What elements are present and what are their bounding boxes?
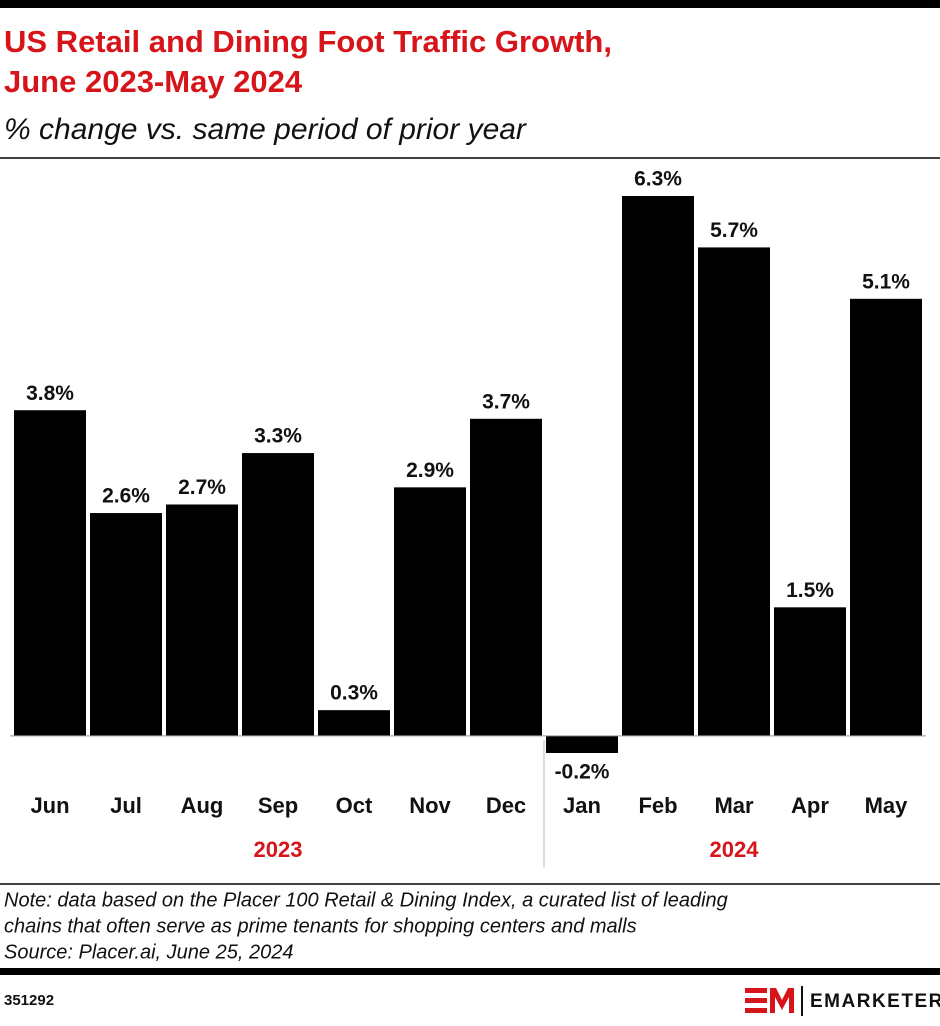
chart-id: 351292 [4, 992, 54, 1009]
note: chains that often serve as prime tenants… [4, 915, 637, 937]
bar [394, 487, 466, 736]
bar [470, 418, 542, 736]
x-tick-label: Sep [258, 793, 298, 818]
bar [90, 513, 162, 736]
data-label: 6.3% [634, 168, 682, 191]
data-label: 3.3% [254, 425, 302, 448]
note: Note: data based on the Placer 100 Retai… [4, 889, 728, 911]
data-label: 5.7% [710, 219, 758, 242]
x-tick-label: Oct [336, 793, 373, 818]
x-tick-label: Jul [110, 793, 142, 818]
logo-divider [801, 986, 803, 1016]
x-tick-label: Apr [791, 793, 829, 818]
x-tick-label: Dec [486, 793, 526, 818]
x-tick-label: Mar [714, 793, 754, 818]
bar [850, 298, 922, 736]
x-tick-label: Nov [409, 793, 451, 818]
x-tick-label: Feb [638, 793, 677, 818]
data-label: 2.9% [406, 459, 454, 482]
bar [622, 196, 694, 736]
chart-title: June 2023-May 2024 [4, 64, 303, 99]
bar [166, 504, 238, 736]
x-tick-label: Jan [563, 793, 601, 818]
group-label: 2023 [254, 837, 303, 862]
x-tick-label: May [865, 793, 909, 818]
data-label: 5.1% [862, 270, 910, 293]
data-label: 2.6% [102, 485, 150, 508]
bar [698, 247, 770, 736]
data-label: -0.2% [555, 761, 610, 784]
data-label: 3.7% [482, 390, 530, 413]
data-label: 2.7% [178, 476, 226, 499]
bar [242, 453, 314, 736]
data-label: 0.3% [330, 682, 378, 705]
source: Source: Placer.ai, June 25, 2024 [4, 941, 293, 963]
data-label: 1.5% [786, 579, 834, 602]
bar [774, 607, 846, 736]
bar [546, 735, 618, 753]
footer-rule [0, 968, 940, 975]
bar [318, 710, 390, 736]
logo-mark [745, 988, 794, 1013]
x-tick-label: Jun [30, 793, 69, 818]
group-label: 2024 [710, 837, 760, 862]
chart-subtitle: % change vs. same period of prior year [4, 113, 527, 146]
data-label: 3.8% [26, 382, 74, 405]
bar [14, 410, 86, 736]
top-rule [0, 0, 940, 8]
chart-title: US Retail and Dining Foot Traffic Growth… [4, 24, 612, 59]
brand: EMARKETER [810, 991, 940, 1012]
x-tick-label: Aug [181, 793, 224, 818]
